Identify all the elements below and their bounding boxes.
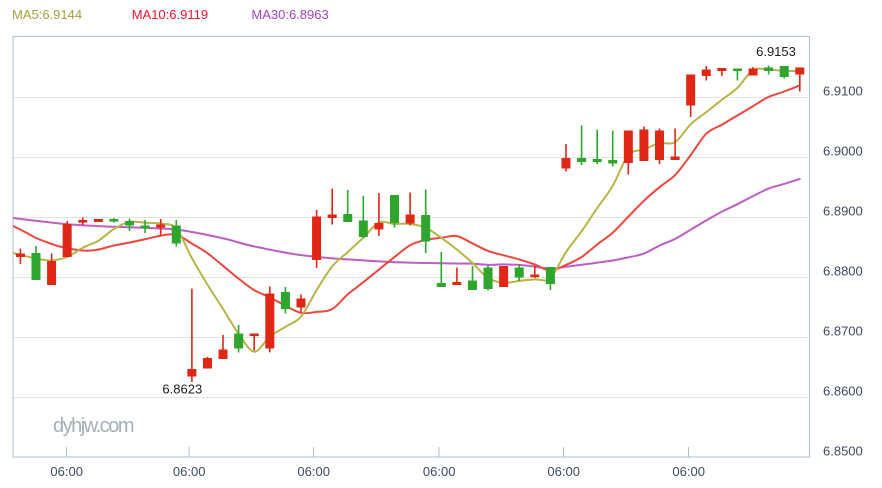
svg-text:dyhjw.com: dyhjw.com — [53, 415, 135, 437]
svg-text:06:00: 06:00 — [50, 464, 83, 479]
svg-text:6.8600: 6.8600 — [823, 384, 863, 399]
svg-text:6.9000: 6.9000 — [823, 144, 863, 159]
svg-text:6.8900: 6.8900 — [823, 204, 863, 219]
svg-text:MA10:6.9119: MA10:6.9119 — [132, 7, 208, 22]
svg-text:06:00: 06:00 — [547, 464, 580, 479]
svg-text:6.8623: 6.8623 — [162, 382, 202, 397]
svg-text:6.8700: 6.8700 — [823, 324, 863, 339]
svg-text:6.8500: 6.8500 — [823, 444, 863, 459]
svg-text:MA5:6.9144: MA5:6.9144 — [12, 7, 82, 22]
svg-text:6.9100: 6.9100 — [823, 84, 863, 99]
svg-text:6.8800: 6.8800 — [823, 264, 863, 279]
svg-text:06:00: 06:00 — [672, 464, 705, 479]
svg-text:06:00: 06:00 — [297, 464, 330, 479]
svg-text:MA30:6.8963: MA30:6.8963 — [251, 7, 328, 22]
svg-text:06:00: 06:00 — [173, 464, 206, 479]
svg-text:06:00: 06:00 — [423, 464, 456, 479]
svg-text:6.9153: 6.9153 — [756, 44, 796, 59]
